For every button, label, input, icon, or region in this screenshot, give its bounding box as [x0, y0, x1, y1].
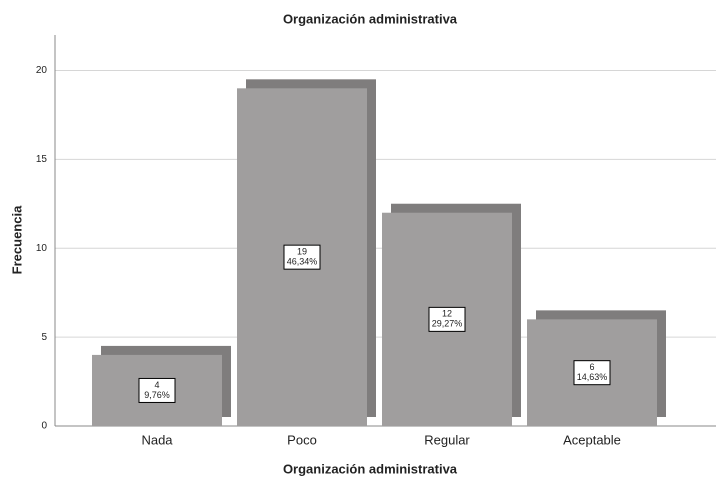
percentage-label: 29,27% [432, 319, 463, 329]
y-tick-label: 15 [36, 154, 48, 165]
y-tick-label: 5 [41, 332, 47, 343]
y-tick-label: 0 [41, 421, 47, 432]
percentage-label: 14,63% [577, 372, 608, 382]
y-tick-label: 10 [36, 243, 48, 254]
data-label: 12 [442, 309, 452, 319]
percentage-label: 46,34% [287, 257, 318, 267]
percentage-label: 9,76% [144, 390, 170, 400]
data-label-box [573, 360, 611, 386]
x-tick-label: Nada [141, 432, 173, 447]
data-label: 4 [154, 380, 159, 390]
chart-title: Organización administrativa [283, 11, 458, 26]
data-label: 19 [297, 247, 307, 257]
x-tick-label: Aceptable [563, 432, 621, 447]
x-axis-label: Organización administrativa [283, 461, 458, 476]
x-tick-label: Regular [424, 432, 470, 447]
x-tick-label: Poco [287, 432, 317, 447]
data-label-box [428, 306, 466, 332]
data-label-box [283, 244, 321, 270]
y-tick-label: 20 [36, 65, 48, 76]
y-axis-label: Frecuencia [9, 205, 24, 274]
data-label: 6 [589, 362, 594, 372]
data-label-box [138, 377, 176, 403]
